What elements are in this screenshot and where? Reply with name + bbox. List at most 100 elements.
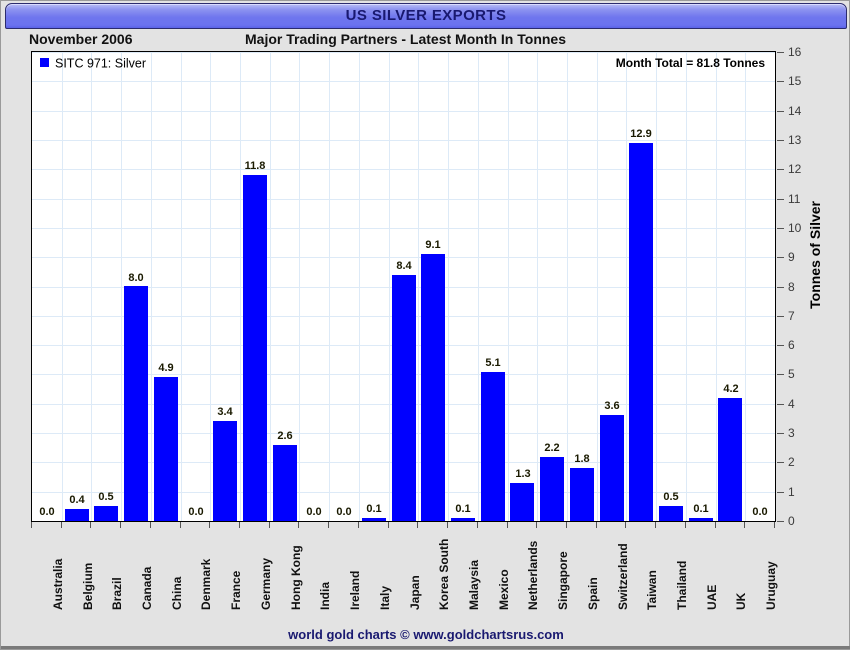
- x-axis-category-label: UK: [734, 592, 748, 610]
- x-axis-tick: [566, 522, 567, 528]
- gridline-vertical: [240, 52, 241, 521]
- y-axis-tick: [777, 374, 784, 376]
- bar: [570, 468, 594, 521]
- page-title: US SILVER EXPORTS: [345, 7, 507, 24]
- gridline-vertical: [121, 52, 122, 521]
- x-axis-category-label: Brazil: [110, 577, 124, 610]
- bar: [540, 457, 564, 521]
- x-axis-category-label: Japan: [408, 575, 422, 610]
- x-axis-tick: [31, 522, 32, 528]
- gridline-vertical: [151, 52, 152, 521]
- bar-value-label: 0.1: [693, 503, 709, 515]
- gridline-vertical: [448, 52, 449, 521]
- legend-swatch-icon: [40, 58, 49, 68]
- bar-value-label: 0.1: [366, 503, 382, 515]
- y-axis-tick: [777, 198, 784, 200]
- x-axis-category-label: Uruguay: [764, 561, 778, 610]
- x-axis-category-label: Ireland: [348, 570, 362, 610]
- gridline-vertical: [91, 52, 92, 521]
- bar: [94, 506, 118, 521]
- gridline-vertical: [716, 52, 717, 521]
- gridline-vertical: [656, 52, 657, 521]
- y-axis-tick: [777, 491, 784, 493]
- y-axis-title: Tonnes of Silver: [807, 201, 823, 309]
- gridline-horizontal: [32, 52, 775, 53]
- gridline-horizontal: [32, 139, 775, 141]
- y-axis-tick-label: 6: [788, 338, 795, 353]
- x-axis-tick: [655, 522, 656, 528]
- bar: [629, 143, 653, 521]
- x-axis-tick: [388, 522, 389, 528]
- x-axis-category-label: Mexico: [497, 569, 511, 610]
- x-axis-tick: [358, 522, 359, 528]
- x-axis-tick: [209, 522, 210, 528]
- gridline-horizontal: [32, 198, 775, 200]
- bar: [154, 377, 178, 521]
- bar-value-label: 5.1: [485, 357, 501, 369]
- x-axis-tick: [477, 522, 478, 528]
- x-axis-tick: [90, 522, 91, 528]
- y-axis-tick-label: 0: [788, 514, 795, 528]
- bar: [273, 445, 297, 521]
- bar: [451, 518, 475, 521]
- x-axis-tick: [150, 522, 151, 528]
- bar: [392, 275, 416, 521]
- bar-value-label: 0.1: [455, 503, 471, 515]
- bar-value-label: 0.5: [663, 491, 679, 503]
- bar-value-label: 8.0: [128, 272, 144, 284]
- bar-value-label: 0.0: [752, 506, 768, 518]
- bar-value-label: 2.6: [277, 430, 293, 442]
- x-axis-category-label: Thailand: [675, 560, 689, 610]
- x-axis-category-label: Taiwan: [645, 570, 659, 610]
- footer-divider: [1, 646, 850, 649]
- x-axis-category-label: China: [170, 576, 184, 610]
- gridline-vertical: [537, 52, 538, 521]
- bar-value-label: 2.2: [544, 442, 560, 454]
- y-axis: 0 1 2 3 4 5 6 7 8 9 10 11 12 13 14 15 16: [777, 46, 813, 527]
- bar: [600, 415, 624, 521]
- x-axis-tick: [774, 522, 775, 528]
- bar-value-label: 4.9: [158, 362, 174, 374]
- x-axis-tick: [269, 522, 270, 528]
- y-axis-tick: [777, 257, 784, 259]
- gridline-vertical: [210, 52, 211, 521]
- y-axis-tick: [777, 169, 784, 171]
- bar-value-label: 11.8: [244, 160, 266, 172]
- x-axis-category-label: Canada: [140, 566, 154, 610]
- x-axis-category-label: Singapore: [556, 551, 570, 610]
- x-axis-tick: [61, 522, 62, 528]
- y-axis-tick-label: 3: [788, 426, 795, 441]
- y-axis-tick-label: 8: [788, 279, 795, 294]
- gridline-vertical: [418, 52, 419, 521]
- bar: [718, 398, 742, 521]
- subtitle-row: November 2006 Major Trading Partners - L…: [5, 30, 847, 50]
- chart-legend: SITC 971: Silver: [40, 56, 146, 71]
- gridline-vertical: [626, 52, 627, 521]
- gridline-horizontal: [32, 110, 775, 112]
- gridline-horizontal: [32, 227, 775, 229]
- period-label: November 2006: [29, 31, 133, 47]
- bar-value-label: 4.2: [723, 383, 739, 395]
- bar-value-label: 0.0: [39, 506, 55, 518]
- x-axis-tick: [239, 522, 240, 528]
- x-axis-tick: [417, 522, 418, 528]
- x-axis-tick: [715, 522, 716, 528]
- x-axis-tick: [120, 522, 121, 528]
- x-axis-category-label: Denmark: [199, 558, 213, 610]
- gridline-vertical: [359, 52, 360, 521]
- x-axis-category-label: Hong Kong: [289, 545, 303, 610]
- bar: [421, 254, 445, 521]
- window-titlebar: US SILVER EXPORTS: [5, 3, 847, 29]
- x-axis-category-label: Korea South: [437, 538, 451, 610]
- y-axis-tick: [777, 110, 784, 112]
- gridline-vertical: [299, 52, 300, 521]
- y-axis-tick: [777, 433, 784, 435]
- y-axis-tick-label: 9: [788, 250, 795, 265]
- bar: [65, 509, 89, 521]
- y-axis-tick-label: 4: [788, 396, 795, 411]
- bar-value-label: 0.5: [98, 491, 114, 503]
- x-axis-tick: [328, 522, 329, 528]
- y-axis-tick-label: 13: [788, 132, 802, 147]
- y-axis-tick-label: 14: [788, 103, 802, 118]
